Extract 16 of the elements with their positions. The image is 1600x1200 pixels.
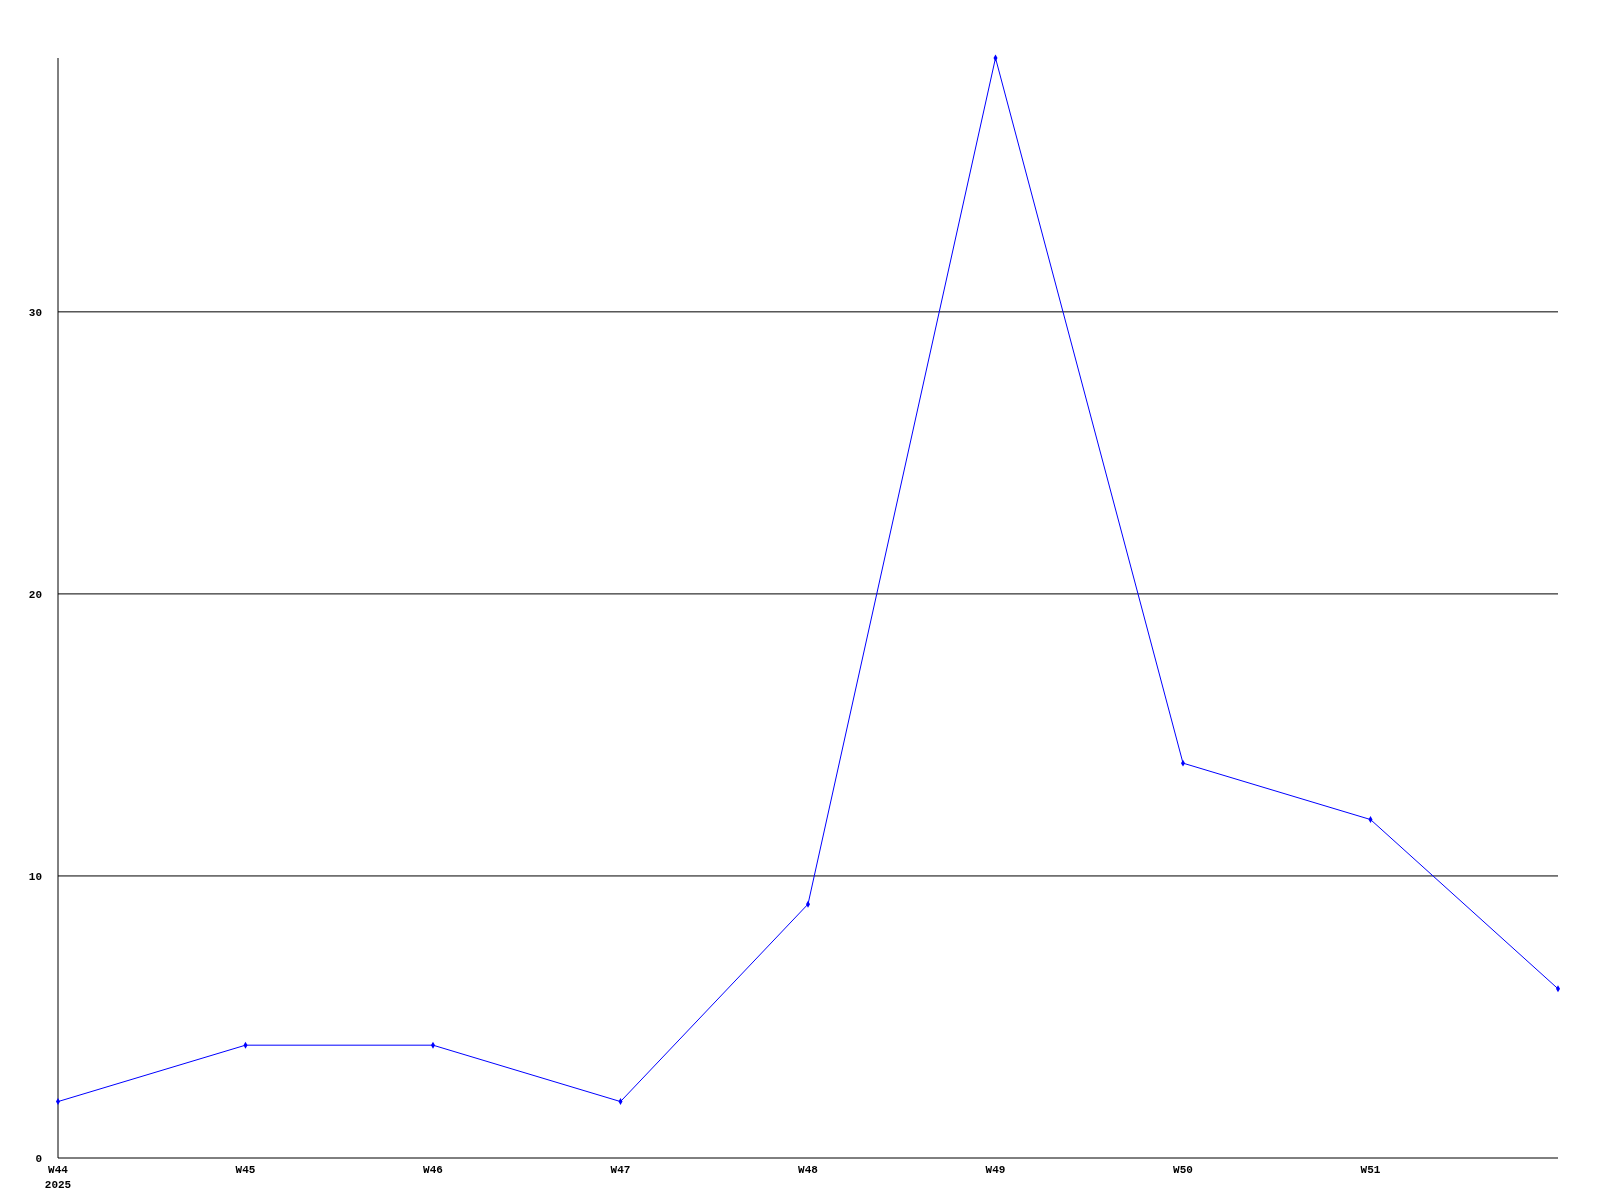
x-tick-label: W48 — [798, 1164, 819, 1176]
y-tick-label: 30 — [28, 306, 42, 319]
point — [1180, 759, 1186, 767]
x-tick-label: W51 — [1360, 1164, 1381, 1176]
x-tick-label: W44 2025 — [44, 1164, 72, 1191]
x-tick-label: W46 — [423, 1164, 443, 1176]
x-tick-label: W49 — [985, 1164, 1006, 1176]
y-tick-label: 10 — [28, 870, 42, 883]
point — [1555, 985, 1561, 993]
x-tick-label: W50 — [1173, 1164, 1193, 1176]
x-tick-label: W45 — [235, 1164, 256, 1176]
x-tick-label: W47 — [610, 1164, 631, 1176]
y-tick-label: 20 — [28, 588, 42, 601]
point — [430, 1041, 436, 1049]
y-tick-label: 0 — [35, 1152, 42, 1165]
point — [805, 900, 811, 908]
